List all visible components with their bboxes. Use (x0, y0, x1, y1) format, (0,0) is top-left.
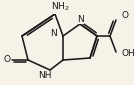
Text: N: N (50, 28, 57, 37)
Text: O: O (3, 56, 10, 65)
Text: NH: NH (38, 71, 52, 80)
Text: N: N (77, 15, 83, 23)
Text: O: O (121, 11, 128, 20)
Text: NH$_2$: NH$_2$ (51, 1, 69, 13)
Text: OH: OH (121, 49, 134, 58)
